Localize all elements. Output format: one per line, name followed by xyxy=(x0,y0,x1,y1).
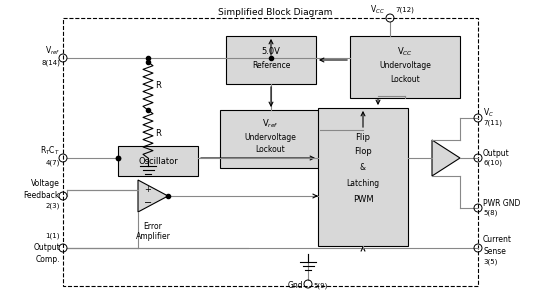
Bar xyxy=(318,108,408,246)
Polygon shape xyxy=(138,180,168,212)
Text: V$_{ref}$: V$_{ref}$ xyxy=(262,118,278,130)
Text: Output: Output xyxy=(33,244,60,252)
Bar xyxy=(63,18,478,286)
Bar xyxy=(226,36,316,84)
Text: Current: Current xyxy=(483,236,512,244)
Text: V$_{CC}$: V$_{CC}$ xyxy=(370,4,385,16)
Text: 5(9): 5(9) xyxy=(313,283,327,289)
Bar xyxy=(118,146,198,176)
Text: Sense: Sense xyxy=(483,248,506,256)
Text: Simplified Block Diagram: Simplified Block Diagram xyxy=(218,8,332,17)
Text: Amplifier: Amplifier xyxy=(135,232,170,241)
Text: V$_{ref}$: V$_{ref}$ xyxy=(45,45,60,57)
Text: Undervoltage: Undervoltage xyxy=(379,62,431,70)
Text: V$_C$: V$_C$ xyxy=(483,107,494,119)
Text: +: + xyxy=(144,185,151,195)
Text: PWM: PWM xyxy=(353,196,373,204)
Bar xyxy=(220,110,320,168)
Text: Oscillator: Oscillator xyxy=(138,156,178,166)
Text: Feedback: Feedback xyxy=(24,192,60,200)
Text: 1(1): 1(1) xyxy=(46,233,60,239)
Text: R: R xyxy=(155,129,161,139)
Text: Gnd: Gnd xyxy=(287,282,303,290)
Text: −: − xyxy=(144,198,152,208)
Text: 6(10): 6(10) xyxy=(483,160,502,166)
Text: 4(7): 4(7) xyxy=(46,160,60,166)
Text: 2(3): 2(3) xyxy=(46,203,60,209)
Text: Reference: Reference xyxy=(252,62,290,70)
Text: Output: Output xyxy=(483,148,510,158)
Text: Latching: Latching xyxy=(346,180,380,188)
Text: Flip: Flip xyxy=(355,133,371,143)
Text: 8(14): 8(14) xyxy=(41,60,60,66)
Text: V$_{CC}$: V$_{CC}$ xyxy=(397,46,413,58)
Text: Lockout: Lockout xyxy=(390,74,420,84)
Text: &: & xyxy=(360,163,366,173)
Text: 3(5): 3(5) xyxy=(483,259,497,265)
Text: Comp.: Comp. xyxy=(36,256,60,264)
Text: 7(12): 7(12) xyxy=(395,7,414,13)
Text: PWR GND: PWR GND xyxy=(483,199,520,207)
Bar xyxy=(350,36,460,98)
Text: Undervoltage: Undervoltage xyxy=(244,132,296,141)
Text: 7(11): 7(11) xyxy=(483,120,502,126)
Text: 5.0V: 5.0V xyxy=(262,47,280,57)
Text: Lockout: Lockout xyxy=(255,145,285,155)
Text: Voltage: Voltage xyxy=(31,180,60,188)
Text: R$_T$C$_T$: R$_T$C$_T$ xyxy=(40,145,60,157)
Text: Error: Error xyxy=(144,222,162,231)
Polygon shape xyxy=(432,140,460,176)
Text: 5(8): 5(8) xyxy=(483,210,497,216)
Text: Flop: Flop xyxy=(354,147,372,156)
Text: R: R xyxy=(155,81,161,91)
